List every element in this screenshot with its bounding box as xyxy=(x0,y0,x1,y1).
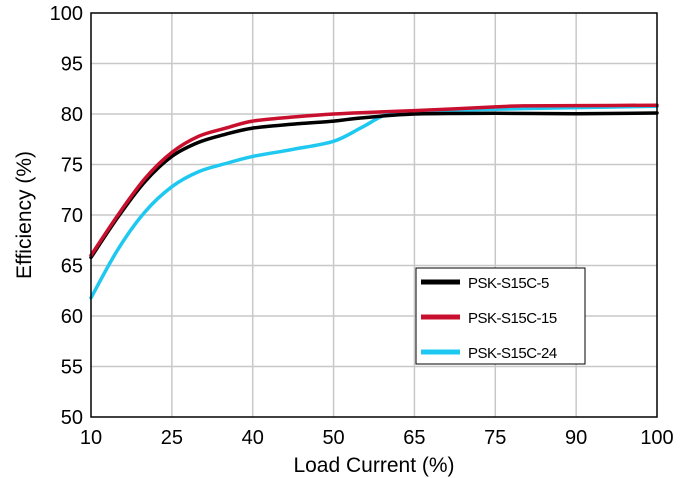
y-tick-label: 55 xyxy=(61,357,83,379)
y-tick-labels: 50 55 60 65 70 75 80 95 100 xyxy=(50,3,83,429)
series-line-psk-s15c-5 xyxy=(89,111,659,260)
y-tick-label: 50 xyxy=(61,407,83,429)
series-lines xyxy=(89,103,659,300)
y-axis-label: Efficiency (%) xyxy=(13,151,36,279)
legend: PSK-S15C-5 PSK-S15C-15 PSK-S15C-24 xyxy=(415,267,586,365)
y-tick-label: 75 xyxy=(61,155,83,177)
series-line-psk-s15c-24 xyxy=(89,104,659,300)
legend-label-psk-s15c-15: PSK-S15C-15 xyxy=(468,310,557,327)
x-axis-label: Load Current (%) xyxy=(293,454,454,477)
y-tick-label: 80 xyxy=(61,104,83,126)
grid xyxy=(91,13,657,417)
x-tick-label: 90 xyxy=(565,427,587,449)
x-tick-label: 50 xyxy=(322,427,344,449)
x-tick-labels: 10 25 40 50 65 75 90 100 xyxy=(80,427,674,449)
x-tick-label: 100 xyxy=(640,427,673,449)
x-tick-label: 25 xyxy=(161,427,183,449)
y-tick-label: 95 xyxy=(61,54,83,76)
x-tick-label: 65 xyxy=(403,427,425,449)
y-tick-label: 70 xyxy=(61,205,83,227)
y-tick-label: 100 xyxy=(50,3,83,25)
x-tick-label: 75 xyxy=(484,427,506,449)
y-tick-label: 65 xyxy=(61,256,83,278)
series-line-psk-s15c-15 xyxy=(89,103,659,258)
x-tick-label: 40 xyxy=(242,427,264,449)
legend-label-psk-s15c-24: PSK-S15C-24 xyxy=(468,345,557,362)
y-tick-label: 60 xyxy=(61,306,83,328)
x-tick-label: 10 xyxy=(80,427,102,449)
plot-frame xyxy=(90,12,658,418)
legend-label-psk-s15c-5: PSK-S15C-5 xyxy=(468,275,549,292)
